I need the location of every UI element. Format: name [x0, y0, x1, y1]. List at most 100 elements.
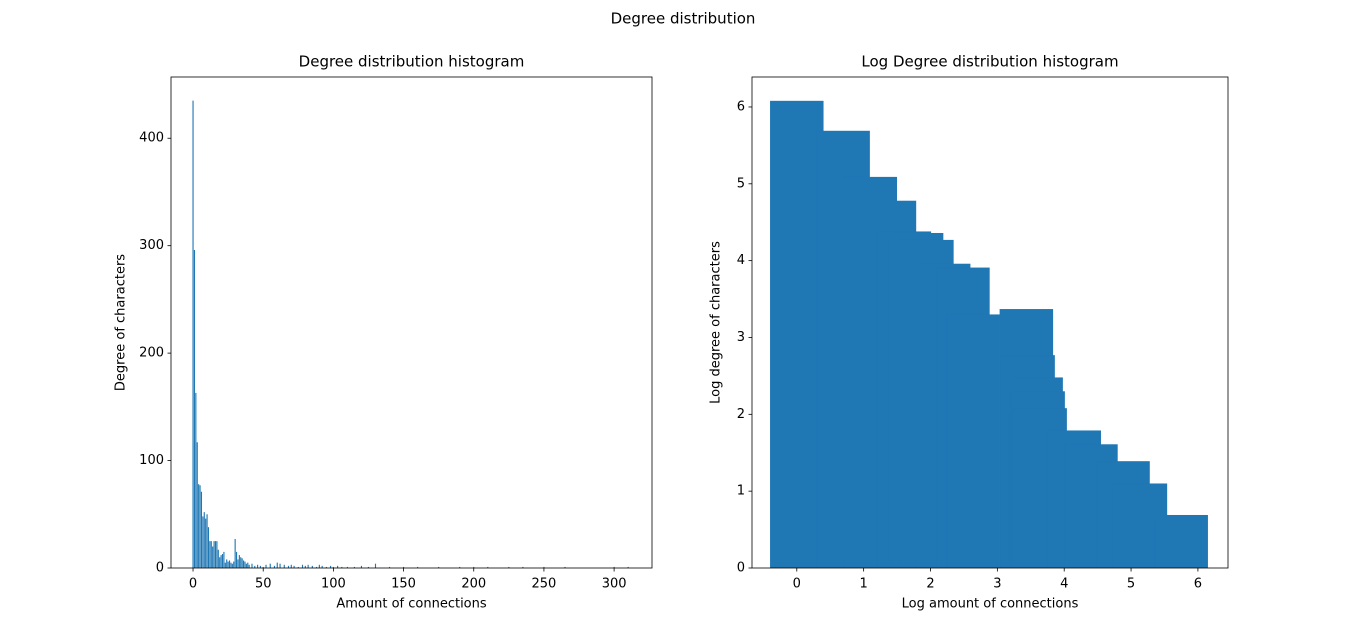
- bar: [219, 557, 221, 568]
- bar: [231, 563, 233, 568]
- bar: [203, 512, 205, 568]
- bar: [311, 565, 313, 568]
- bar: [307, 564, 309, 568]
- bar: [543, 566, 545, 568]
- bar: [235, 551, 238, 568]
- bar: [226, 559, 228, 568]
- bar: [438, 566, 440, 568]
- bar: [245, 563, 247, 568]
- bar: [473, 566, 475, 568]
- bar: [770, 100, 824, 568]
- bar: [214, 541, 217, 568]
- x-tick-label: 1: [860, 577, 868, 592]
- axes-title: Log Degree distribution histogram: [861, 53, 1118, 71]
- x-tick-label: 100: [321, 577, 346, 592]
- x-axis-label: Amount of connections: [336, 597, 487, 612]
- bar: [228, 560, 231, 568]
- bar: [325, 566, 327, 568]
- figure-title: Degree distribution: [611, 10, 756, 28]
- bar: [217, 549, 219, 568]
- bar: [627, 566, 629, 568]
- x-tick-label: 2: [926, 577, 934, 592]
- bar: [205, 518, 207, 568]
- bar: [251, 563, 253, 568]
- bar: [360, 565, 363, 568]
- y-axis-label: Degree of characters: [114, 254, 129, 391]
- y-axis-label: Log degree of characters: [709, 241, 724, 404]
- bar: [262, 566, 264, 568]
- bar: [199, 485, 201, 568]
- axes-frame: [751, 76, 1229, 569]
- bar: [522, 566, 524, 568]
- x-tick-label: 4: [1060, 577, 1068, 592]
- bar: [257, 564, 259, 568]
- x-tick-label: 250: [532, 577, 557, 592]
- y-tick-label: 100: [139, 453, 164, 468]
- bar: [459, 566, 461, 568]
- bar: [337, 565, 339, 568]
- axes-title: Degree distribution histogram: [299, 53, 525, 71]
- bar: [346, 566, 348, 568]
- y-tick-label: 6: [737, 99, 745, 114]
- bar: [417, 566, 419, 568]
- bar: [210, 541, 212, 568]
- bar: [223, 551, 225, 568]
- bar: [237, 559, 239, 568]
- y-tick-label: 200: [139, 346, 164, 361]
- bar: [353, 566, 356, 568]
- bar: [207, 527, 210, 568]
- x-tick-label: 300: [602, 577, 627, 592]
- x-axis-label: Log amount of connections: [902, 597, 1079, 612]
- bar: [259, 565, 261, 568]
- bar: [269, 563, 271, 568]
- bar: [341, 566, 343, 568]
- bar: [247, 562, 249, 568]
- y-tick-label: 0: [156, 561, 164, 576]
- x-tick-label: 3: [993, 577, 1001, 592]
- bar: [241, 558, 243, 568]
- bar: [213, 541, 215, 568]
- x-tick-label: 5: [1127, 577, 1135, 592]
- y-tick-label: 5: [737, 176, 745, 191]
- y-tick-label: 1: [737, 484, 745, 499]
- bar: [508, 566, 510, 568]
- bar: [221, 554, 224, 568]
- bar: [216, 541, 218, 568]
- bar: [304, 565, 306, 568]
- x-tick-label: 0: [793, 577, 801, 592]
- bar: [564, 566, 566, 568]
- bar: [192, 100, 194, 568]
- bar: [276, 562, 278, 568]
- bar: [238, 555, 240, 568]
- y-tick-label: 300: [139, 238, 164, 253]
- bar: [946, 314, 1000, 568]
- bar: [196, 442, 198, 568]
- bar: [315, 566, 318, 568]
- bar: [198, 484, 200, 568]
- bar: [332, 566, 334, 568]
- bar: [403, 566, 405, 568]
- bar: [388, 566, 391, 568]
- bar: [321, 565, 323, 568]
- y-tick-label: 0: [737, 561, 745, 576]
- bar: [283, 564, 285, 568]
- bar: [240, 557, 242, 568]
- x-tick-label: 0: [189, 577, 197, 592]
- bar: [487, 566, 489, 568]
- bar: [206, 514, 208, 568]
- bar: [367, 566, 370, 568]
- x-tick-label: 50: [255, 577, 272, 592]
- bar: [200, 491, 203, 568]
- axes-frame: [170, 76, 653, 569]
- bar: [195, 392, 197, 568]
- bar: [243, 560, 245, 568]
- x-tick-label: 200: [461, 577, 486, 592]
- y-tick-label: 400: [139, 131, 164, 146]
- y-tick-label: 4: [737, 253, 745, 268]
- bar: [202, 516, 204, 568]
- x-tick-label: 6: [1194, 577, 1202, 592]
- bar: [248, 564, 250, 568]
- bar: [254, 565, 256, 568]
- bar: [227, 561, 229, 568]
